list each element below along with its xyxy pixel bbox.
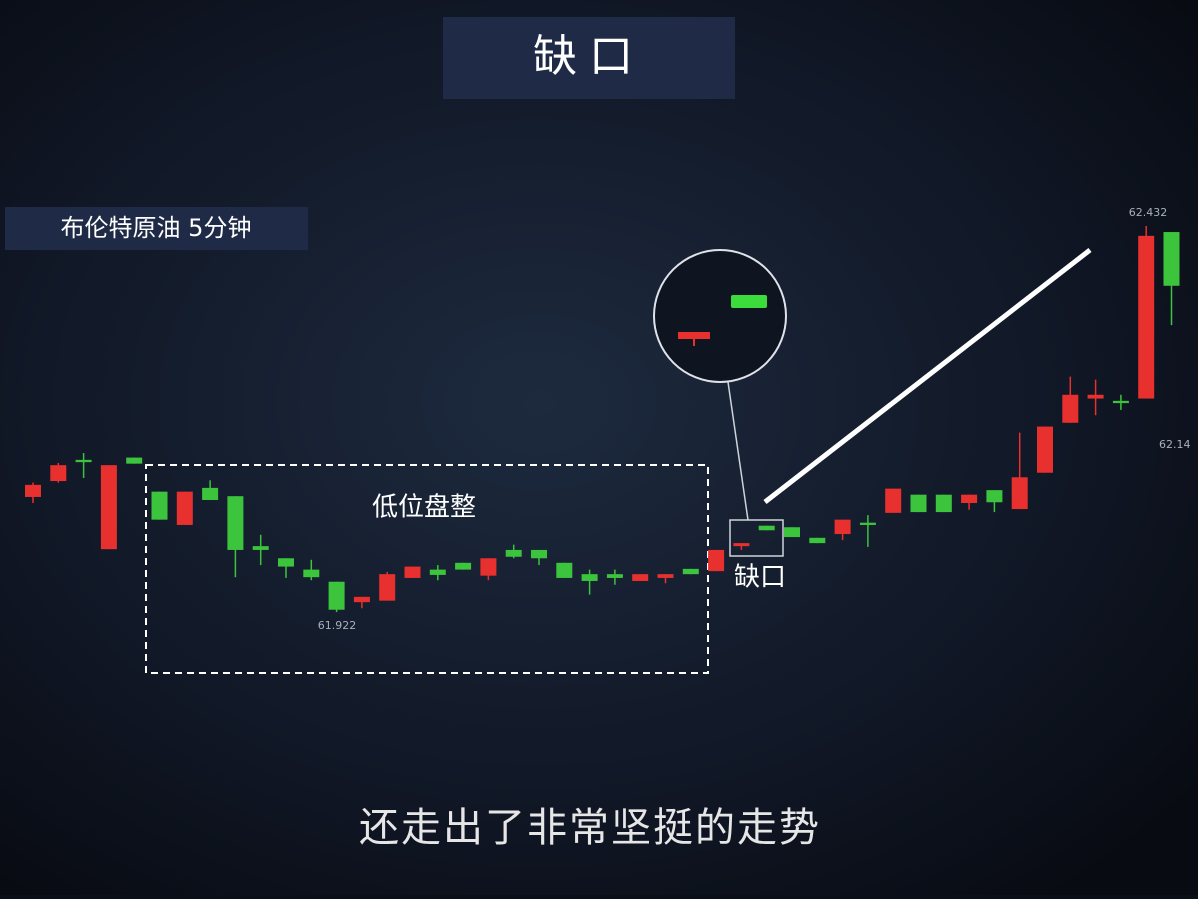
candle-body xyxy=(353,596,370,603)
edge-label: 62.14 xyxy=(1159,438,1191,451)
candle-body xyxy=(151,491,168,520)
candle-body xyxy=(910,494,927,513)
candle-body xyxy=(100,465,117,550)
candle-body xyxy=(935,494,952,513)
candle-body xyxy=(1037,426,1053,473)
caption: 还走出了非常坚挺的走势 xyxy=(359,805,821,851)
candle-body xyxy=(455,562,472,570)
label-box xyxy=(5,207,308,250)
zoom-connector xyxy=(727,381,749,521)
gap-label: 缺口 xyxy=(734,563,786,593)
low-label: 61.922 xyxy=(318,619,357,632)
range-box xyxy=(145,464,709,674)
zoom-candle xyxy=(731,295,767,308)
high-label: 62.432 xyxy=(1129,206,1168,219)
candle-body xyxy=(556,562,573,578)
candle-body xyxy=(252,546,269,550)
candle-body xyxy=(859,522,876,525)
candle-body xyxy=(961,494,978,504)
candle-body xyxy=(227,496,244,550)
candle-body xyxy=(429,569,446,575)
candle-body xyxy=(1087,394,1104,399)
candle-body xyxy=(1163,232,1180,286)
candle-body xyxy=(784,527,800,538)
candle-body xyxy=(682,568,699,575)
candle-body xyxy=(126,457,143,464)
candle-body xyxy=(1138,235,1155,399)
chart-subtitle: 布伦特原油 5分钟 xyxy=(61,214,252,242)
candle-body xyxy=(25,484,41,497)
candle-body xyxy=(708,549,725,572)
candle-body xyxy=(1112,400,1129,404)
title-box xyxy=(443,17,735,99)
candle-body xyxy=(176,491,193,525)
candle-body xyxy=(657,574,674,578)
gap-box xyxy=(729,519,784,557)
candle-body xyxy=(278,558,294,567)
candle-body xyxy=(379,574,396,601)
chart-title: 缺口 xyxy=(533,31,645,82)
candle-body xyxy=(505,549,522,557)
candle-body xyxy=(758,525,775,531)
candle-body xyxy=(606,574,623,578)
candle-body xyxy=(202,487,219,500)
candle-body xyxy=(480,558,497,576)
candle-body xyxy=(1011,477,1028,510)
trend-line xyxy=(763,248,1092,504)
candle-body xyxy=(50,465,67,482)
candle-body xyxy=(885,488,902,513)
candle-body xyxy=(986,490,1003,503)
candle-body xyxy=(809,537,826,544)
candle-body xyxy=(303,569,320,578)
candle-body xyxy=(733,543,750,547)
candle-body xyxy=(404,566,421,578)
range-label: 低位盘整 xyxy=(372,493,476,523)
candle-body xyxy=(75,459,92,463)
candle-body xyxy=(581,574,598,581)
zoom-circle xyxy=(653,249,787,383)
zoom-candle xyxy=(678,332,710,339)
candle-body xyxy=(834,519,851,535)
candle-body xyxy=(1062,394,1079,423)
candle-body xyxy=(328,581,345,610)
candle-body xyxy=(632,574,649,581)
candle-body xyxy=(531,549,547,559)
